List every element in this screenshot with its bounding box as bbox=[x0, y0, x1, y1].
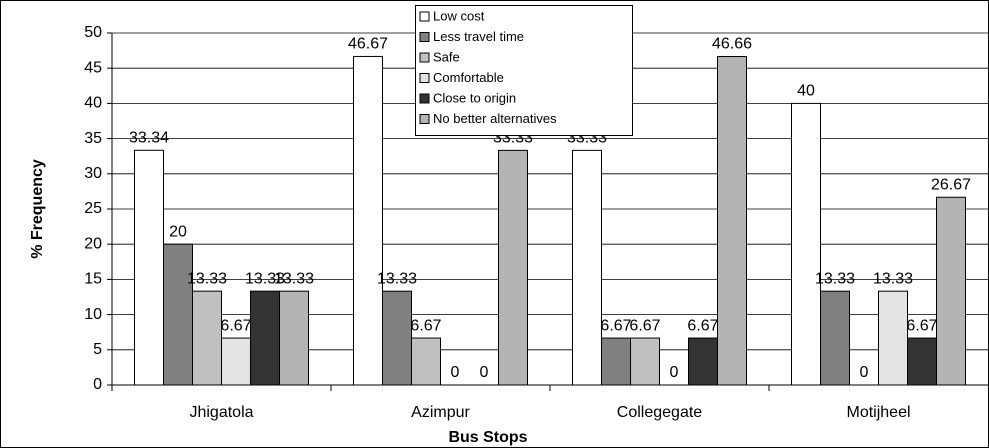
legend: Low cost Less travel time Safe Comfortable C… bbox=[415, 5, 633, 136]
value-label: 13.33 bbox=[274, 270, 314, 287]
y-tick-label: 20 bbox=[84, 235, 102, 252]
bar bbox=[134, 149, 164, 386]
bar bbox=[717, 56, 747, 386]
x-tick-label: Azimpur bbox=[411, 404, 470, 421]
bar bbox=[688, 337, 718, 386]
bar bbox=[820, 290, 850, 386]
value-label: 46.66 bbox=[712, 36, 752, 53]
legend-label: Close to origin bbox=[433, 90, 516, 105]
value-label: 6.67 bbox=[600, 317, 631, 334]
legend-label: No better alternatives bbox=[433, 111, 557, 126]
value-label: 13.33 bbox=[815, 270, 855, 287]
value-label: 6.67 bbox=[410, 317, 441, 334]
y-tick-label: 30 bbox=[84, 165, 102, 182]
bar bbox=[572, 149, 602, 386]
x-tick-label: Collegegate bbox=[617, 404, 703, 421]
legend-swatch bbox=[419, 73, 430, 83]
y-tick-label: 5 bbox=[93, 341, 102, 358]
bar bbox=[163, 243, 193, 386]
legend-box bbox=[415, 5, 633, 136]
bar bbox=[601, 337, 631, 386]
value-label: 13.33 bbox=[187, 270, 227, 287]
bar bbox=[498, 149, 528, 386]
bar bbox=[279, 290, 309, 386]
bar bbox=[791, 102, 821, 386]
value-label: 6.67 bbox=[906, 317, 937, 334]
value-label: 0 bbox=[480, 364, 489, 381]
bar bbox=[382, 290, 412, 386]
value-label: 20 bbox=[169, 223, 187, 240]
value-label: 46.67 bbox=[348, 36, 388, 53]
value-label: 13.33 bbox=[245, 270, 285, 287]
bar bbox=[411, 337, 441, 386]
value-label: 6.67 bbox=[629, 317, 660, 334]
value-label: 0 bbox=[451, 364, 460, 381]
value-label: 40 bbox=[797, 83, 815, 100]
value-label: 6.67 bbox=[687, 317, 718, 334]
y-tick-label: 40 bbox=[84, 95, 102, 112]
y-tick-label: 50 bbox=[84, 24, 102, 41]
legend-label: Low cost bbox=[433, 8, 485, 23]
y-tick-label: 15 bbox=[84, 271, 102, 288]
legend-swatch bbox=[419, 114, 430, 124]
x-axis-label: Bus Stops bbox=[448, 429, 527, 446]
legend-swatch bbox=[419, 52, 430, 63]
bar bbox=[878, 290, 908, 386]
bar bbox=[250, 290, 280, 386]
y-tick-label: 10 bbox=[84, 306, 102, 323]
bar bbox=[936, 196, 966, 386]
bar bbox=[907, 337, 937, 386]
bar bbox=[630, 337, 660, 386]
legend-swatch bbox=[419, 11, 430, 22]
value-label: 33.34 bbox=[129, 130, 169, 147]
x-tick-label: Motijheel bbox=[846, 404, 910, 421]
y-tick-label: 25 bbox=[84, 200, 102, 217]
bar bbox=[221, 337, 251, 386]
legend-label: Safe bbox=[433, 49, 460, 64]
x-tick-label: Jhigatola bbox=[189, 404, 253, 421]
legend-swatch bbox=[419, 32, 430, 42]
value-label: 26.67 bbox=[931, 176, 971, 193]
value-label: 13.33 bbox=[377, 270, 417, 287]
bar bbox=[353, 55, 383, 386]
bar bbox=[192, 290, 222, 386]
legend-swatch bbox=[419, 93, 430, 104]
y-tick-label: 35 bbox=[84, 130, 102, 147]
legend-label: Less travel time bbox=[433, 29, 524, 44]
legend-label: Comfortable bbox=[433, 70, 504, 85]
value-label: 0 bbox=[860, 364, 869, 381]
y-tick-label: 45 bbox=[84, 59, 102, 76]
y-axis-label: % Frequency bbox=[29, 159, 46, 259]
value-label: 6.67 bbox=[220, 317, 251, 334]
value-label: 13.33 bbox=[873, 270, 913, 287]
y-tick-label: 0 bbox=[93, 376, 102, 393]
value-label: 0 bbox=[670, 364, 679, 381]
